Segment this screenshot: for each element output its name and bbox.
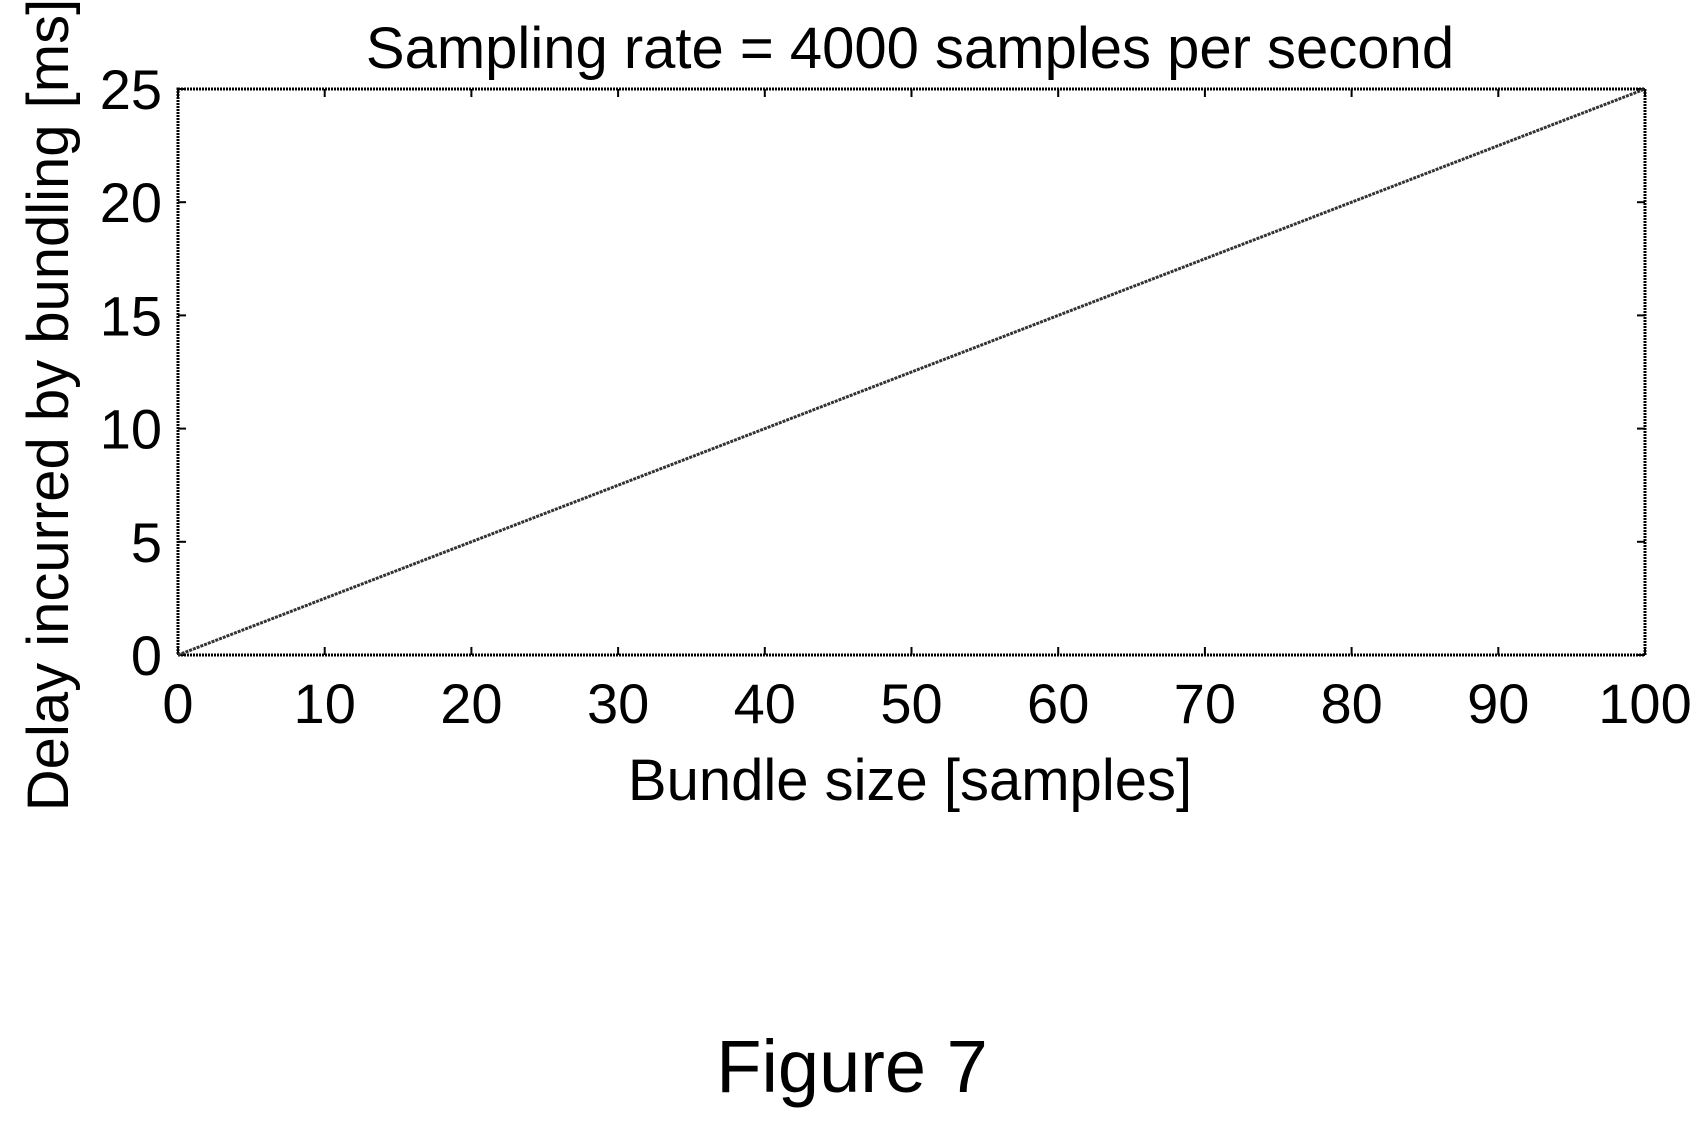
y-tick-label-20: 20 xyxy=(100,171,162,234)
plot-area: 0 10 20 30 40 50 60 70 80 90 100 0 5 10 15 20 25 xyxy=(100,58,1692,735)
x-tick-label-70: 70 xyxy=(1174,672,1236,735)
y-tick-label-0: 0 xyxy=(131,624,162,687)
x-tick-label-20: 20 xyxy=(440,672,502,735)
x-tick-label-80: 80 xyxy=(1320,672,1382,735)
y-axis-label: Delay incurred by bundling [ms] xyxy=(16,0,81,811)
x-tick-label-60: 60 xyxy=(1027,672,1089,735)
chart-title: Sampling rate = 4000 samples per second xyxy=(366,16,1454,81)
x-tick-label-10: 10 xyxy=(294,672,356,735)
y-tick-label-25: 25 xyxy=(100,58,162,121)
x-axis-label: Bundle size [samples] xyxy=(628,748,1192,813)
delay-vs-bundle-size-chart: Sampling rate = 4000 samples per second … xyxy=(16,0,1692,813)
x-tick-label-50: 50 xyxy=(880,672,942,735)
y-tick-label-15: 15 xyxy=(100,284,162,347)
y-tick-label-10: 10 xyxy=(100,398,162,461)
x-tick-label-100: 100 xyxy=(1598,672,1691,735)
x-tick-label-40: 40 xyxy=(734,672,796,735)
x-tick-label-90: 90 xyxy=(1467,672,1529,735)
y-tick-label-5: 5 xyxy=(131,511,162,574)
series-line-0 xyxy=(177,87,1646,657)
figure-caption: Figure 7 xyxy=(716,1025,988,1108)
x-tick-label-30: 30 xyxy=(587,672,649,735)
x-tick-label-0: 0 xyxy=(162,672,193,735)
